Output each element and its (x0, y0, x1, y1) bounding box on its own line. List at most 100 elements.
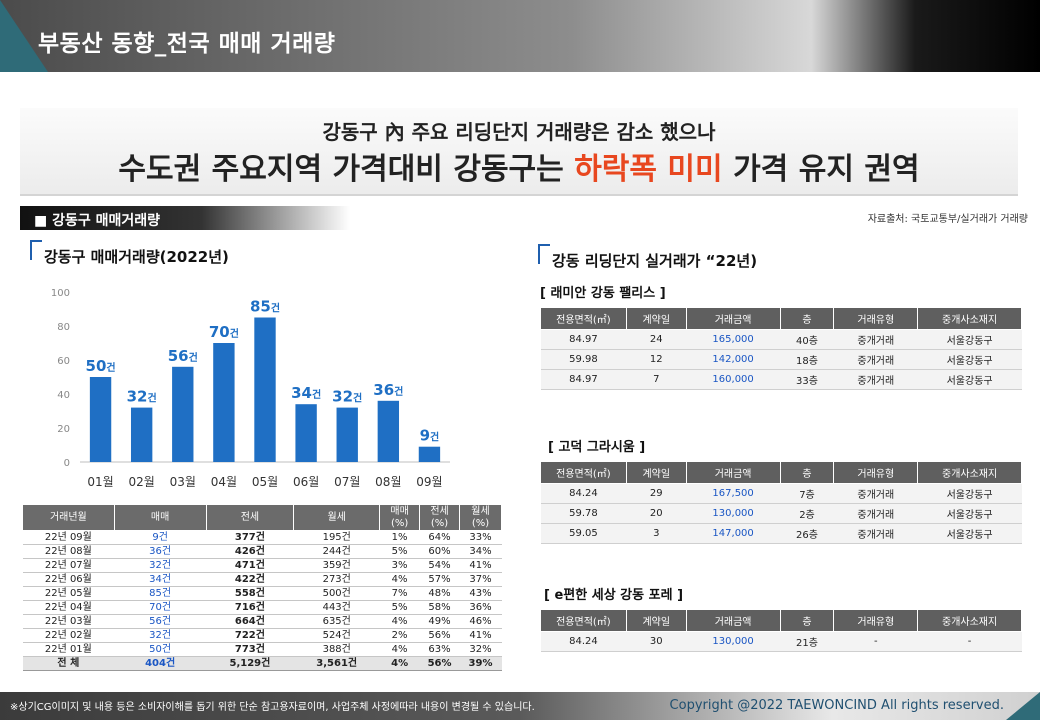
table-cell: 4% (379, 642, 420, 657)
y-tick-label: 0 (64, 458, 70, 469)
table-header-row: 전용면적(㎡) 계약일 거래금액 층 거래유형 중개사소재지 (540, 609, 1022, 632)
table-cell: 전 체 (22, 656, 115, 671)
table-cell: 56% (419, 656, 460, 671)
table-cell: 22년 07월 (22, 558, 115, 573)
table-cell: 29 (626, 483, 687, 504)
table-cell: 중개거래 (833, 503, 918, 524)
y-tick-label: 60 (57, 356, 70, 367)
column-header: 거래금액 (685, 461, 781, 484)
table-cell: 635건 (293, 614, 380, 629)
table-cell: 716건 (206, 600, 294, 615)
table-cell: 524건 (293, 628, 380, 643)
data-label: 34건 (291, 384, 321, 402)
bar (213, 343, 235, 462)
column-header: 중개사소재지 (917, 461, 1022, 484)
data-label: 85건 (250, 298, 280, 316)
table-row: 84.24 30 130,000 21층 - - (540, 631, 1022, 652)
table-cell: 60% (419, 544, 460, 559)
table-cell: 500건 (293, 586, 380, 601)
table-cell: 33층 (780, 369, 834, 390)
table-row: 22년 04월 70건 716건 443건 5% 58% 36% (22, 600, 502, 615)
data-label: 9건 (420, 427, 440, 445)
footer-bar (0, 692, 1040, 720)
y-tick-label: 80 (57, 322, 70, 333)
table-cell: 58% (419, 600, 460, 615)
column-header: 중개사소재지 (917, 609, 1022, 632)
table-row: 22년 01월 50건 773건 388건 4% 63% 32% (22, 642, 502, 657)
table-cell: 59.05 (540, 523, 627, 544)
table-cell: 33% (459, 530, 502, 545)
table-cell: 84.24 (540, 483, 627, 504)
table-cell: 9건 (114, 530, 206, 545)
x-tick-label: 03월 (170, 475, 196, 489)
table-cell: 3% (379, 558, 420, 573)
chart-subtitle-text: 강동구 매매거래량(2022년) (44, 248, 229, 266)
headline-line2: 수도권 주요지역 가격대비 강동구는 하락폭 미미 가격 유지 권역 (20, 144, 1018, 188)
bar (336, 407, 358, 462)
table-cell: 56% (419, 628, 460, 643)
table-cell: 404건 (114, 656, 206, 671)
table-header-row: 전용면적(㎡) 계약일 거래금액 층 거래유형 중개사소재지 (540, 307, 1022, 330)
column-header: 거래유형 (833, 609, 919, 632)
table-row: 22년 07월 32건 471건 359건 3% 54% 41% (22, 558, 502, 573)
data-label: 50건 (86, 357, 116, 375)
subtitle-bracket-icon (538, 244, 550, 264)
table-cell: 중개거래 (833, 369, 918, 390)
column-header: 매매 (%) (379, 504, 421, 531)
column-header: 거래금액 (685, 307, 781, 330)
table-cell: 426건 (206, 544, 294, 559)
bar (295, 404, 317, 462)
disclaimer-text: ※상기CG이미지 및 내용 등은 소비자이해를 돕기 위한 단순 참고용자료이며… (10, 702, 535, 713)
table-cell: 59.78 (540, 503, 627, 524)
column-header: 거래년월 (22, 504, 115, 531)
column-header: 거래유형 (833, 307, 919, 330)
table-cell: 147,000 (686, 523, 781, 544)
y-tick-label: 20 (57, 424, 70, 435)
table-cell: 22년 04월 (22, 600, 115, 615)
table-cell: 722건 (206, 628, 294, 643)
headline-line1: 강동구 內 주요 리딩단지 거래량은 감소 했으나 (322, 120, 716, 144)
total-row: 전 체 404건 5,129건 3,561건 4% 56% 39% (22, 656, 502, 671)
table-cell: 22년 09월 (22, 530, 115, 545)
monthly-sales-chart: 0 20 40 60 80 100 50건 01월 32건 02월 56건 03월 70건 04월 85건 0… (51, 288, 450, 489)
x-tick-label: 07월 (334, 475, 360, 489)
table-cell: 7 (626, 369, 687, 390)
table-row: 59.98 12 142,000 18층 중개거래 서울강동구 (540, 349, 1022, 370)
chart-subtitle: 강동구 매매거래량(2022년) (30, 240, 229, 267)
table-cell: 37% (459, 572, 502, 587)
headline-line2-accent: 하락폭 미미 (574, 152, 723, 187)
header-accent-triangle (0, 0, 48, 72)
table-cell: 46% (459, 614, 502, 629)
y-tick-label: 100 (51, 288, 70, 299)
table-cell: 130,000 (686, 503, 781, 524)
table-cell: 4% (379, 656, 420, 671)
table-cell: 558건 (206, 586, 294, 601)
table-header-row: 거래년월 매매 전세 월세 매매 (%) 전세 (%) 월세 (%) (22, 504, 502, 531)
complex-title: [ 래미안 강동 팰리스 ] (540, 286, 666, 301)
table-cell: 84.24 (540, 631, 627, 652)
table-row: 22년 05월 85건 558건 500건 7% 48% 43% (22, 586, 502, 601)
bar (418, 446, 441, 462)
table-cell: 64% (419, 530, 460, 545)
table-cell: 중개거래 (833, 349, 918, 370)
table-cell: 85건 (114, 586, 206, 601)
table-cell: 5% (379, 600, 420, 615)
column-header: 전용면적(㎡) (540, 609, 627, 632)
y-tick-label: 40 (57, 390, 70, 401)
table-row: 59.05 3 147,000 26층 중개거래 서울강동구 (540, 523, 1022, 544)
table-cell: 36% (459, 600, 502, 615)
table-row: 84.24 29 167,500 7층 중개거래 서울강동구 (540, 483, 1022, 504)
data-label: 32건 (127, 388, 157, 406)
x-tick-label: 09월 (416, 475, 442, 489)
table-row: 84.97 7 160,000 33층 중개거래 서울강동구 (540, 369, 1022, 390)
bar (377, 400, 400, 462)
column-header: 전세 (%) (419, 504, 460, 531)
table-cell: 중개거래 (833, 329, 918, 350)
table-cell: 773건 (206, 642, 294, 657)
complex-subtitle-text: 강동 리딩단지 실거래가 “22년) (552, 252, 758, 270)
bar (254, 317, 276, 462)
column-header: 계약일 (625, 307, 687, 330)
table-cell: 49% (419, 614, 460, 629)
table-cell: 22년 08월 (22, 544, 115, 559)
table-cell: 70건 (114, 600, 206, 615)
